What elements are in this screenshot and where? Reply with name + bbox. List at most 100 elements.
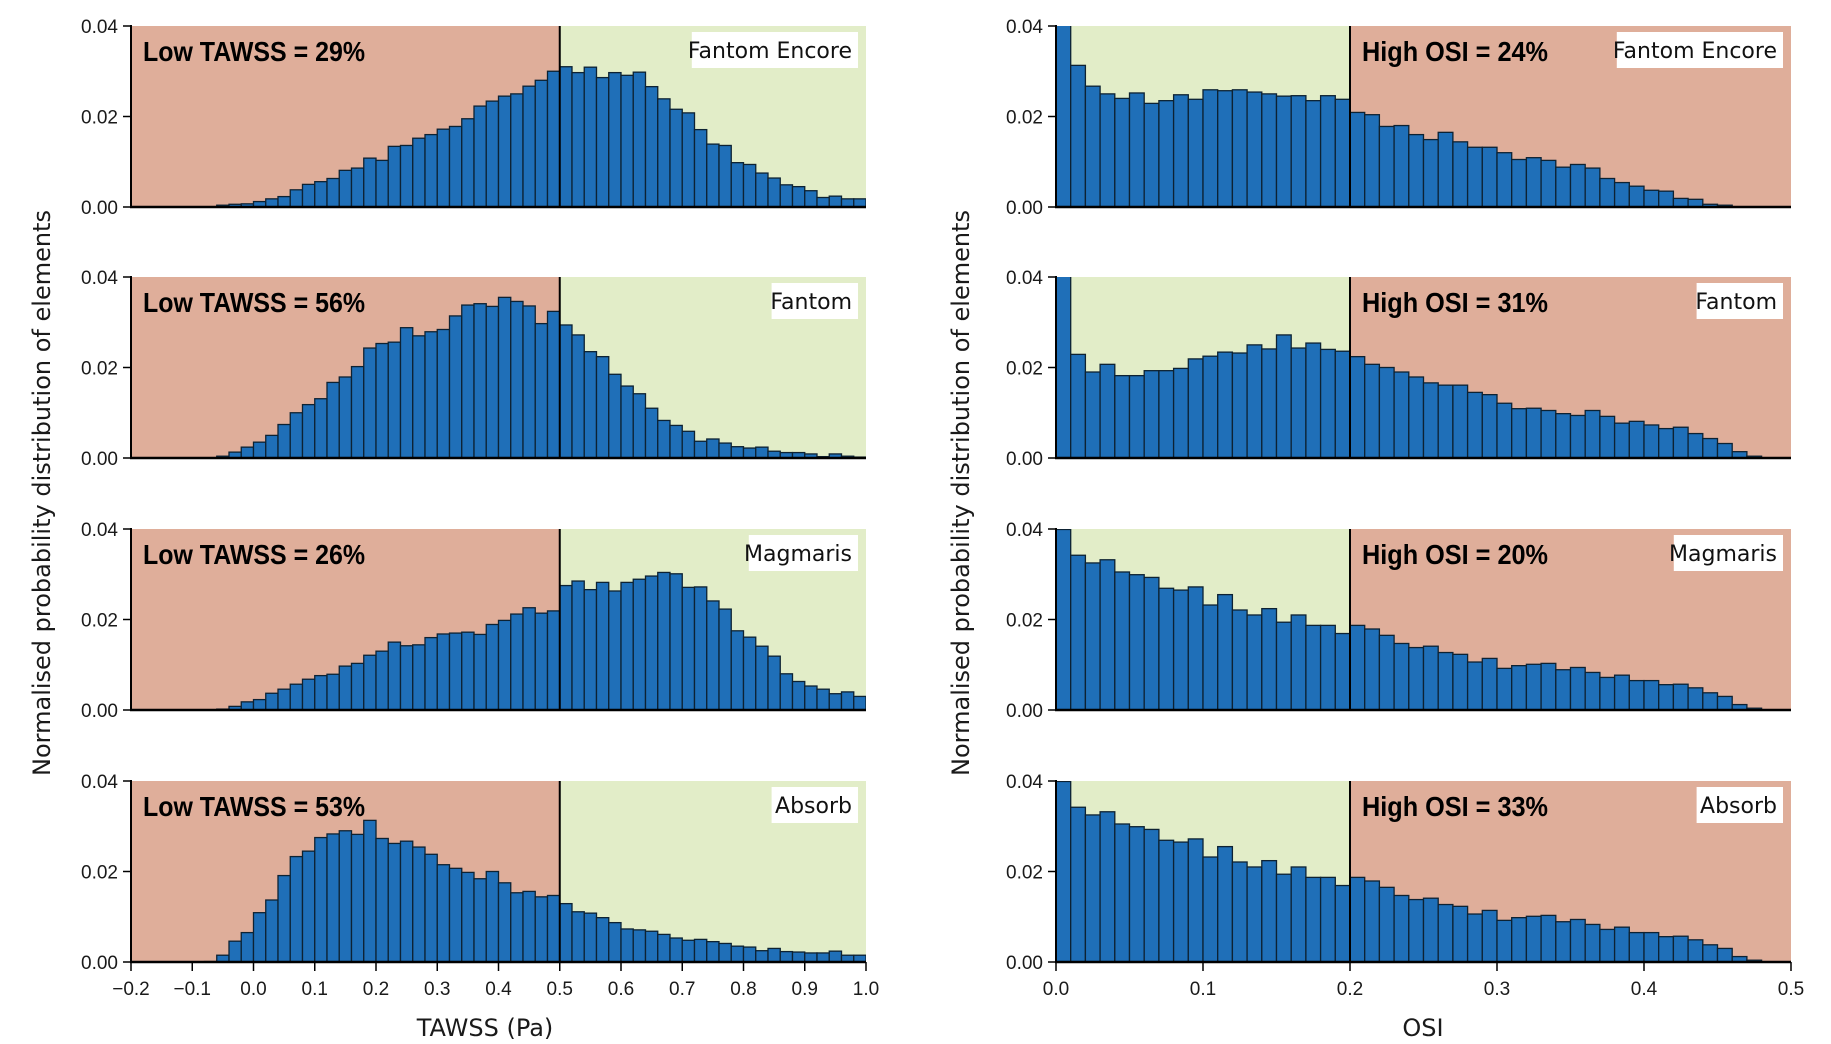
- histogram-bar: [1702, 692, 1719, 711]
- histogram-bar: [706, 143, 720, 208]
- histogram-bar: [387, 641, 402, 711]
- histogram-bar: [1231, 609, 1248, 711]
- histogram-bar: [1716, 695, 1733, 711]
- histogram-bar: [1452, 905, 1469, 963]
- histogram-bar: [1496, 919, 1513, 963]
- histogram-bar: [461, 118, 475, 208]
- stat-label: Low TAWSS = 29%: [143, 36, 365, 67]
- histogram-bar: [1246, 866, 1263, 963]
- histogram-bar: [1466, 913, 1483, 963]
- histogram-bar: [1555, 166, 1572, 208]
- stat-label: High OSI = 20%: [1362, 539, 1548, 570]
- histogram-bar: [1202, 604, 1219, 711]
- histogram-bar: [1319, 876, 1336, 963]
- histogram-bar: [1378, 125, 1395, 208]
- histogram-bar: [669, 573, 683, 711]
- histogram-bar: [1599, 177, 1616, 208]
- histogram-bar: [436, 328, 451, 459]
- histogram-bar: [620, 581, 634, 711]
- y-tick-label: 0.02: [81, 863, 118, 884]
- histogram-bar: [534, 79, 549, 208]
- histogram-bar: [534, 322, 549, 459]
- histogram-bar: [412, 137, 426, 208]
- histogram-bar: [669, 937, 683, 963]
- histogram-bar: [363, 654, 377, 711]
- histogram-bar: [1393, 124, 1410, 208]
- histogram-bar: [1172, 589, 1189, 711]
- histogram-bar: [289, 855, 304, 963]
- histogram-bar: [338, 169, 353, 208]
- histogram-bar: [693, 938, 708, 963]
- histogram-bar: [1422, 897, 1439, 963]
- histogram-bar: [1056, 781, 1072, 963]
- y-tick-label: 0.00: [81, 198, 118, 219]
- histogram-bar: [718, 442, 732, 459]
- histogram-bar: [1099, 93, 1116, 208]
- histogram-bar: [277, 423, 291, 459]
- histogram-bar: [1275, 95, 1292, 208]
- histogram-bar: [1643, 679, 1660, 711]
- y-tick-label: 0.00: [81, 953, 118, 974]
- histogram-bar: [289, 189, 304, 208]
- histogram-bar: [1672, 935, 1689, 963]
- device-name-box: [771, 283, 858, 319]
- histogram-bar: [497, 882, 512, 963]
- histogram-bar: [265, 434, 279, 459]
- histogram-bar: [718, 942, 732, 963]
- histogram-bar: [301, 678, 316, 711]
- histogram-bar: [1437, 384, 1454, 459]
- histogram-bar: [755, 950, 769, 963]
- histogram-bar: [1231, 89, 1248, 208]
- x-tick-label: 0.4: [1631, 979, 1658, 1000]
- histogram-bar: [1364, 880, 1381, 963]
- histogram-bar: [240, 931, 255, 963]
- histogram-bar: [1364, 114, 1381, 208]
- histogram-bar: [436, 864, 451, 963]
- y-tick-label: 0.02: [81, 108, 118, 129]
- histogram-bar: [1246, 344, 1263, 459]
- stat-label: Low TAWSS = 26%: [143, 539, 365, 570]
- histogram-bar: [620, 928, 634, 963]
- histogram-bar: [1319, 624, 1336, 711]
- histogram-bar: [657, 419, 671, 459]
- histogram-bar: [632, 393, 647, 459]
- histogram-bar: [1466, 146, 1483, 208]
- histogram-bar: [595, 76, 610, 208]
- histogram-bar: [693, 586, 708, 711]
- histogram-bar: [644, 930, 659, 963]
- histogram-bar: [595, 581, 610, 711]
- device-name-box: [1616, 32, 1783, 68]
- histogram-bar: [1511, 158, 1528, 208]
- histogram-bar: [497, 95, 512, 208]
- histogram-bar: [571, 911, 585, 963]
- histogram-bar: [608, 373, 622, 459]
- histogram-bar: [583, 588, 598, 711]
- histogram-bar: [522, 607, 536, 711]
- histogram-bar: [1275, 873, 1292, 963]
- histogram-bar: [632, 929, 647, 963]
- histogram-bar: [461, 631, 475, 711]
- histogram-bar: [1466, 391, 1483, 459]
- bars: [1056, 781, 1763, 963]
- histogram-bar: [1290, 614, 1307, 711]
- y-tick-label: 0.02: [1006, 359, 1043, 380]
- histogram-bar: [448, 632, 463, 711]
- histogram-bar: [742, 636, 757, 711]
- histogram-bar: [448, 867, 463, 963]
- histogram-bar: [1584, 409, 1601, 459]
- histogram-bar: [1084, 371, 1101, 459]
- histogram-bar: [1231, 352, 1248, 459]
- histogram-bar: [742, 447, 757, 459]
- histogram-bar: [1143, 370, 1160, 459]
- histogram-bar: [1452, 653, 1469, 711]
- histogram-bar: [1496, 402, 1513, 459]
- histogram-bar: [804, 952, 818, 963]
- device-name-label: Absorb: [1700, 794, 1777, 819]
- histogram-bar: [1128, 574, 1145, 711]
- y-tick-label: 0.02: [81, 611, 118, 632]
- histogram-bar: [1613, 181, 1630, 208]
- device-name-label: Fantom Encore: [688, 39, 852, 64]
- histogram-bar: [571, 71, 585, 208]
- histogram-bar: [1364, 363, 1381, 459]
